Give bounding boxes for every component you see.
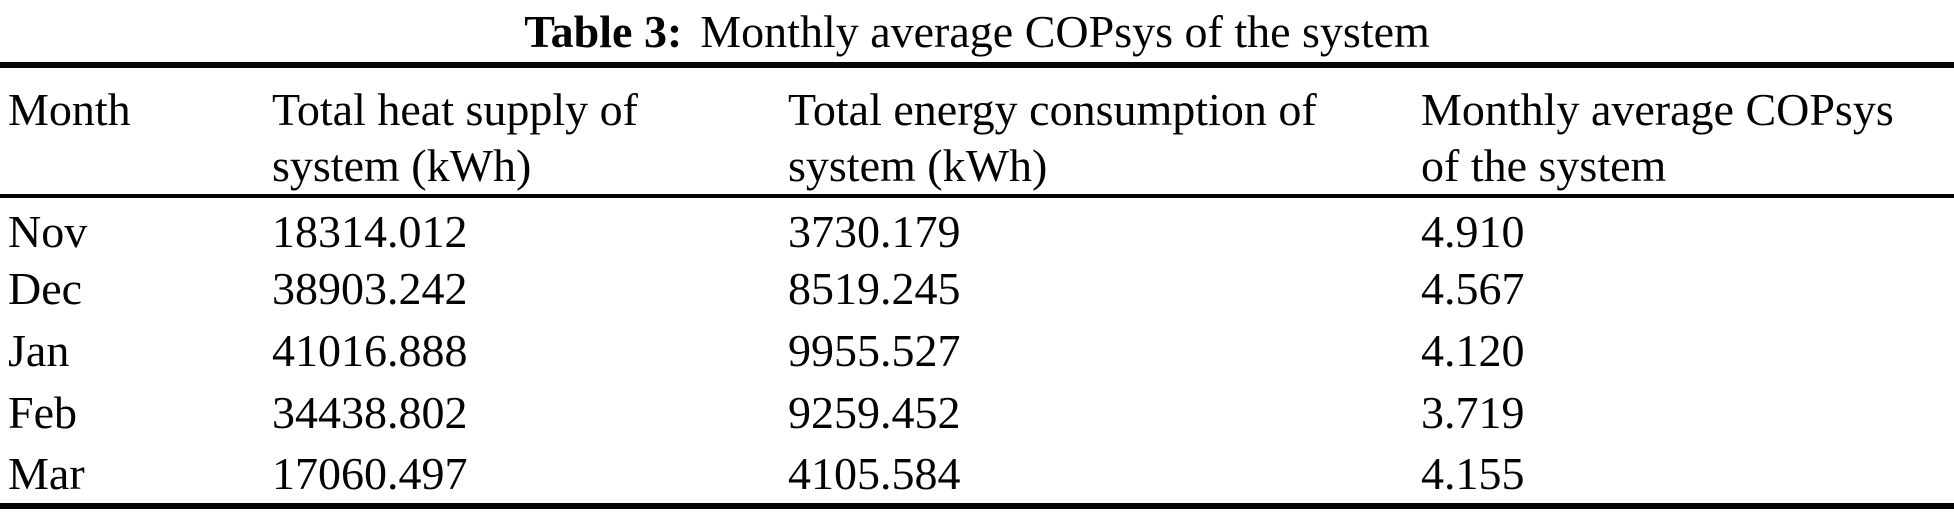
- cell-month: Dec: [8, 263, 83, 314]
- cell-energy-consumption: 4105.584: [788, 447, 961, 499]
- cell-month: Jan: [8, 325, 70, 376]
- column-header-heat-supply: Total heat supply of system (kWh): [272, 65, 788, 198]
- cell-energy-consumption: 8519.245: [788, 263, 961, 314]
- table-header: Month Total heat supply of system (kWh) …: [0, 65, 1954, 198]
- cell-heat-supply: 18314.012: [272, 206, 468, 257]
- table-row: Nov 18314.012 3730.179 4.910: [0, 196, 1954, 258]
- cell-heat-supply: 41016.888: [272, 325, 468, 376]
- cell-cop: 4.567: [1421, 263, 1525, 314]
- data-table: Month Total heat supply of system (kWh) …: [0, 62, 1954, 509]
- cell-cop: 4.120: [1421, 325, 1525, 376]
- table-row: Jan 41016.888 9955.527 4.120: [0, 320, 1954, 382]
- cell-cop: 3.719: [1421, 387, 1525, 438]
- cell-heat-supply: 38903.242: [272, 263, 468, 314]
- table-row: Dec 38903.242 8519.245 4.567: [0, 258, 1954, 320]
- column-header-energy-consumption: Total energy consumption of system (kWh): [788, 65, 1421, 198]
- column-header-copsys: Monthly average COPsys of the system: [1421, 65, 1954, 198]
- table-body: Nov 18314.012 3730.179 4.910 Dec 38903.2…: [0, 196, 1954, 506]
- cell-month: Feb: [8, 387, 77, 438]
- table-caption: Table 3: Monthly average COPsys of the sy…: [0, 0, 1954, 62]
- cell-energy-consumption: 3730.179: [788, 206, 961, 257]
- cell-month: Nov: [8, 206, 88, 257]
- cell-month: Mar: [8, 447, 85, 499]
- cell-energy-consumption: 9955.527: [788, 325, 961, 376]
- cell-heat-supply: 34438.802: [272, 387, 468, 438]
- cell-heat-supply: 17060.497: [272, 447, 468, 499]
- cell-cop: 4.155: [1421, 447, 1525, 499]
- table-caption-label: Table 3:: [524, 6, 683, 57]
- column-header-month: Month: [0, 65, 272, 198]
- cell-cop: 4.910: [1421, 206, 1525, 257]
- cell-energy-consumption: 9259.452: [788, 387, 961, 438]
- table-row: Feb 34438.802 9259.452 3.719: [0, 382, 1954, 444]
- table-caption-text: Monthly average COPsys of the system: [700, 6, 1430, 57]
- table-row: Mar 17060.497 4105.584 4.155: [0, 444, 1954, 506]
